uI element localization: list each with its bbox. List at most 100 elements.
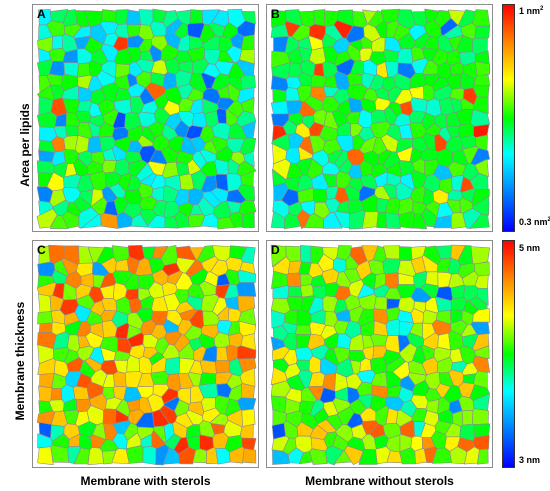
colorbar-area-min-label: 0.3 nm2 bbox=[519, 217, 550, 227]
lipid-cell bbox=[410, 97, 428, 113]
lipid-cell bbox=[447, 189, 463, 201]
lipid-cell bbox=[472, 85, 490, 98]
lipid-cell bbox=[398, 211, 415, 229]
lipid-cell bbox=[100, 213, 119, 229]
lipid-cell bbox=[286, 272, 302, 288]
colorbar-thickness-min-label: 3 nm bbox=[519, 455, 541, 465]
lipid-cell bbox=[383, 245, 400, 260]
lipid-cell bbox=[37, 261, 56, 277]
lipid-cell bbox=[38, 385, 53, 403]
colorbar-area bbox=[502, 4, 515, 232]
lipid-cell bbox=[72, 385, 90, 401]
lipid-cell bbox=[101, 9, 117, 23]
panel-a-area-with-sterols: A bbox=[32, 4, 259, 232]
lipid-cell bbox=[237, 269, 257, 283]
lipid-cell bbox=[294, 346, 314, 361]
lipid-cell bbox=[382, 258, 401, 275]
lipid-cell bbox=[472, 355, 491, 373]
lipid-cell bbox=[175, 162, 190, 177]
panel-letter: B bbox=[271, 7, 280, 21]
lipid-cell bbox=[189, 9, 204, 24]
lipid-cell bbox=[469, 213, 490, 229]
row-label-thickness: Membrane thickness bbox=[13, 301, 27, 421]
panel-b-area-without-sterols: B bbox=[266, 4, 493, 232]
lipid-cell bbox=[312, 188, 328, 203]
lipid-cell bbox=[38, 293, 52, 313]
lipid-cell bbox=[214, 158, 229, 175]
lipid-cell bbox=[237, 184, 256, 202]
lipid-cell bbox=[468, 296, 488, 311]
lipid-cell bbox=[38, 322, 53, 333]
lipid-cell bbox=[241, 211, 255, 228]
lipid-cell bbox=[309, 448, 328, 465]
panel-letter: C bbox=[37, 243, 46, 257]
lipid-cell bbox=[235, 59, 255, 76]
lipid-cell bbox=[125, 445, 144, 464]
voronoi-map bbox=[270, 244, 491, 466]
lipid-cell bbox=[126, 355, 140, 373]
lipid-cell bbox=[216, 107, 227, 124]
colorbar-area-max-label: 1 nm2 bbox=[519, 6, 544, 16]
lipid-cell bbox=[357, 109, 373, 128]
lipid-cell bbox=[399, 246, 413, 261]
lipid-cell bbox=[115, 258, 130, 272]
lipid-cell bbox=[164, 356, 181, 376]
lipid-cell bbox=[241, 408, 256, 427]
lipid-cell bbox=[396, 48, 414, 65]
lipid-cell bbox=[472, 96, 489, 115]
lipid-cell bbox=[242, 448, 257, 464]
lipid-cell bbox=[199, 359, 217, 375]
lipid-cell bbox=[215, 447, 231, 465]
lipid-cell bbox=[162, 71, 177, 90]
lipid-cell bbox=[51, 35, 64, 50]
row-label-area: Area per lipids bbox=[18, 103, 32, 187]
lipid-cell bbox=[36, 160, 55, 174]
lipid-cell bbox=[65, 125, 79, 137]
lipid-cell bbox=[361, 211, 379, 229]
lipid-cell bbox=[343, 268, 362, 284]
lipid-cell bbox=[473, 423, 491, 438]
lipid-cell bbox=[347, 72, 363, 86]
lipid-cell bbox=[461, 410, 474, 426]
lipid-cell bbox=[270, 100, 289, 115]
panel-letter: A bbox=[37, 7, 46, 21]
lipid-cell bbox=[376, 212, 388, 229]
lipid-cell bbox=[237, 397, 257, 411]
lipid-cell bbox=[214, 360, 231, 374]
lipid-cell bbox=[112, 371, 127, 388]
lipid-cell bbox=[142, 445, 157, 465]
lipid-cell bbox=[474, 25, 491, 39]
lipid-cell bbox=[287, 285, 303, 298]
voronoi-map bbox=[36, 244, 257, 466]
lipid-cell bbox=[313, 9, 326, 27]
lipid-cell bbox=[477, 448, 489, 465]
colorbar-thickness bbox=[502, 240, 515, 468]
lipid-cell bbox=[125, 9, 141, 26]
voronoi-map bbox=[270, 8, 491, 230]
lipid-cell bbox=[138, 9, 154, 26]
lipid-cell bbox=[473, 73, 491, 87]
panel-letter: D bbox=[271, 243, 280, 257]
lipid-cell bbox=[385, 212, 401, 229]
lipid-cell bbox=[102, 408, 117, 425]
lipid-cell bbox=[241, 11, 256, 25]
lipid-cell bbox=[299, 245, 312, 264]
lipid-cell bbox=[294, 324, 312, 335]
lipid-cell bbox=[470, 246, 491, 265]
lipid-cell bbox=[150, 370, 169, 385]
lipid-cell bbox=[412, 213, 428, 230]
lipid-cell bbox=[37, 311, 54, 325]
lipid-cell bbox=[87, 447, 105, 466]
col-label-without-sterols: Membrane without sterols bbox=[305, 474, 454, 488]
lipid-cell bbox=[472, 308, 491, 323]
lipid-cell bbox=[472, 408, 489, 425]
lipid-cell bbox=[308, 355, 322, 374]
lipid-cell bbox=[373, 296, 388, 311]
lipid-cell bbox=[240, 74, 256, 90]
lipid-cell bbox=[239, 367, 256, 387]
lipid-cell bbox=[471, 9, 491, 27]
lipid-cell bbox=[385, 318, 401, 337]
lipid-cell bbox=[310, 74, 327, 88]
colorbar-thickness-max-label: 5 nm bbox=[519, 243, 541, 253]
lipid-cell bbox=[300, 284, 314, 298]
